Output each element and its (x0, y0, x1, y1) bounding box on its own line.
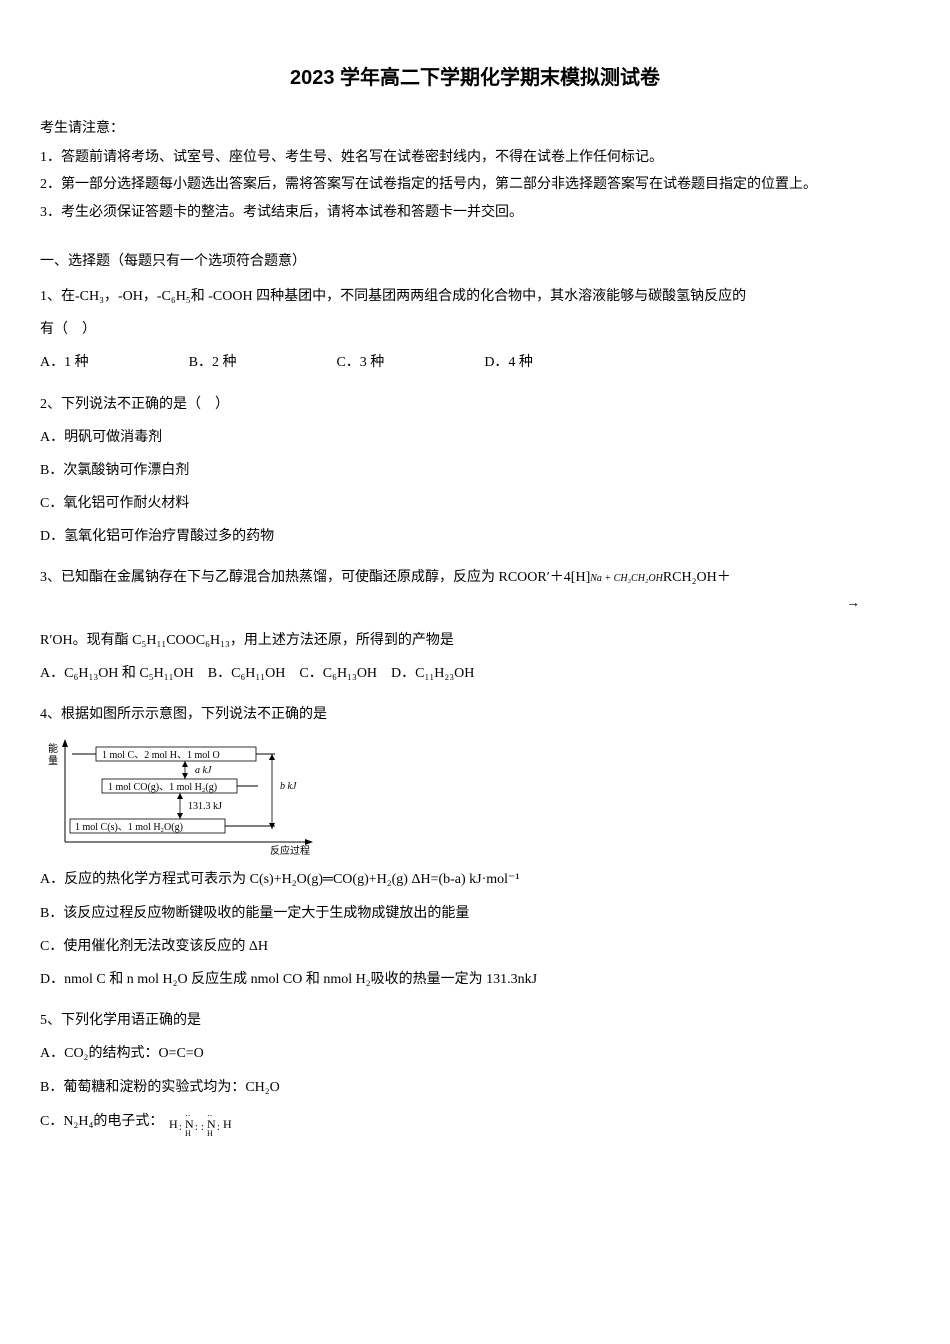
question-5: 5、下列化学用语正确的是 A．CO₂的结构式：O=C=O B．葡萄糖和淀粉的实验… (40, 1008, 910, 1136)
q2-opt-d: D．氢氧化铝可作治疗胃酸过多的药物 (40, 524, 910, 549)
q3-reaction-right: RCH₂OH＋ (663, 570, 731, 585)
diagram-b-label: b kJ (280, 781, 297, 792)
q4-opt-a: A．反应的热化学方程式可表示为 C(s)+H₂O(g)═CO(g)+H₂(g) … (40, 867, 910, 892)
svg-text:H: H (207, 1129, 213, 1136)
svg-text:H: H (169, 1117, 178, 1131)
q4-opt-c: C．使用催化剂无法改变该反应的 ΔH (40, 934, 910, 959)
q2-opt-a: A．明矾可做消毒剂 (40, 425, 910, 450)
q1-stem-2: 有（ ） (40, 317, 910, 342)
q3-arrow-line: → (40, 591, 910, 616)
q1-stem-1: 1、在-CH₃，-OH，-C₆H₅和 -COOH 四种基团中，不同基团两两组合成… (40, 284, 910, 309)
q3-reaction-cond: Na + CH₃CH₂OH (590, 573, 663, 584)
q3-opt-d: D．C₁₁H₂₃OH (391, 666, 474, 681)
question-4: 4、根据如图所示示意图，下列说法不正确的是 能 量 反应过程 1 mol C、2… (40, 702, 910, 992)
svg-text::: : (217, 1122, 220, 1133)
diagram-bottom-box: 1 mol C(s)、1 mol H₂O(g) (75, 822, 183, 833)
diagram-mid-box: 1 mol CO(g)、1 mol H₂(g) (108, 782, 217, 793)
notice-section: 考生请注意： 1．答题前请将考场、试室号、座位号、考生号、姓名写在试卷密封线内，… (40, 116, 910, 225)
q5-opt-a: A．CO₂的结构式：O=C=O (40, 1041, 910, 1066)
question-3: 3、已知酯在金属钠存在下与乙醇混合加热蒸馏，可使酯还原成醇，反应为 RCOOR′… (40, 565, 910, 686)
question-2: 2、下列说法不正确的是（ ） A．明矾可做消毒剂 B．次氯酸钠可作漂白剂 C．氧… (40, 392, 910, 550)
q5-opt-c-prefix: C．N₂H₄的电子式： (40, 1114, 163, 1129)
question-1: 1、在-CH₃，-OH，-C₆H₅和 -COOH 四种基团中，不同基团两两组合成… (40, 284, 910, 376)
q3-opt-a: A．C₆H₁₃OH 和 C₅H₁₁OH (40, 666, 194, 681)
xaxis-arrow-icon (305, 839, 313, 845)
electron-formula-icon: H : N ‥ : : N ‥ : H H H (167, 1108, 247, 1136)
arrow-icon: → (846, 596, 860, 611)
q3-stem-text: 3、已知酯在金属钠存在下与乙醇混合加热蒸馏，可使酯还原成醇，反应为 RCOOR′… (40, 570, 590, 585)
q1-opt-d: D．4 种 (484, 350, 533, 375)
q1-options: A．1 种 B．2 种 C．3 种 D．4 种 (40, 350, 910, 375)
q2-opt-c: C．氧化铝可作耐火材料 (40, 491, 910, 516)
energy-diagram: 能 量 反应过程 1 mol C、2 mol H、1 mol O a kJ (40, 737, 910, 857)
svg-text:H: H (185, 1129, 191, 1136)
svg-text::: : (179, 1122, 182, 1133)
q5-opt-b: B．葡萄糖和淀粉的实验式均为：CH₂O (40, 1075, 910, 1100)
q3-options: A．C₆H₁₃OH 和 C₅H₁₁OH B．C₆H₁₁OH C．C₆H₁₃OH … (40, 661, 910, 686)
svg-text::: : (195, 1122, 198, 1133)
q5-opt-c: C．N₂H₄的电子式： H : N ‥ : : N ‥ : H H H (40, 1108, 910, 1136)
diagram-energy-val: 131.3 kJ (188, 801, 222, 812)
yaxis-arrow-icon (62, 739, 68, 747)
q3-opt-c: C．C₆H₁₃OH (299, 666, 377, 681)
q3-stem-1: 3、已知酯在金属钠存在下与乙醇混合加热蒸馏，可使酯还原成醇，反应为 RCOOR′… (40, 565, 910, 590)
section-1-header: 一、选择题（每题只有一个选项符合题意） (40, 249, 910, 274)
q4-stem: 4、根据如图所示示意图，下列说法不正确的是 (40, 702, 910, 727)
notice-header: 考生请注意： (40, 116, 910, 141)
diagram-a-label: a kJ (195, 765, 212, 776)
yaxis-label-2: 量 (48, 755, 58, 767)
q2-opt-b: B．次氯酸钠可作漂白剂 (40, 458, 910, 483)
q3-stem-2: R′OH。现有酯 C₅H₁₁COOC₆H₁₃，用上述方法还原，所得到的产物是 (40, 628, 910, 653)
q1-opt-c: C．3 种 (336, 350, 384, 375)
q4-opt-d: D．nmol C 和 n mol H₂O 反应生成 nmol CO 和 nmol… (40, 967, 910, 992)
q1-opt-a: A．1 种 (40, 350, 89, 375)
q1-opt-b: B．2 种 (189, 350, 237, 375)
q4-opt-b: B．该反应过程反应物断键吸收的能量一定大于生成物成键放出的能量 (40, 901, 910, 926)
svg-text::: : (201, 1122, 204, 1133)
exam-title: 2023 学年高二下学期化学期末模拟测试卷 (40, 60, 910, 96)
xaxis-label: 反应过程 (270, 844, 310, 857)
notice-item-3: 3．考生必须保证答题卡的整洁。考试结束后，请将本试卷和答题卡一并交回。 (40, 200, 910, 225)
svg-text:‥: ‥ (207, 1109, 212, 1118)
yaxis-label-1: 能 (48, 742, 58, 755)
q3-opt-b: B．C₆H₁₁OH (208, 666, 286, 681)
q2-stem: 2、下列说法不正确的是（ ） (40, 392, 910, 417)
q5-stem: 5、下列化学用语正确的是 (40, 1008, 910, 1033)
svg-text:H: H (223, 1117, 232, 1131)
diagram-top-box: 1 mol C、2 mol H、1 mol O (102, 750, 220, 761)
energy-diagram-svg: 能 量 反应过程 1 mol C、2 mol H、1 mol O a kJ (40, 737, 330, 857)
notice-item-1: 1．答题前请将考场、试室号、座位号、考生号、姓名写在试卷密封线内，不得在试卷上作… (40, 145, 910, 170)
notice-item-2: 2．第一部分选择题每小题选出答案后，需将答案写在试卷指定的括号内，第二部分非选择… (40, 172, 910, 197)
svg-text:‥: ‥ (185, 1109, 190, 1118)
